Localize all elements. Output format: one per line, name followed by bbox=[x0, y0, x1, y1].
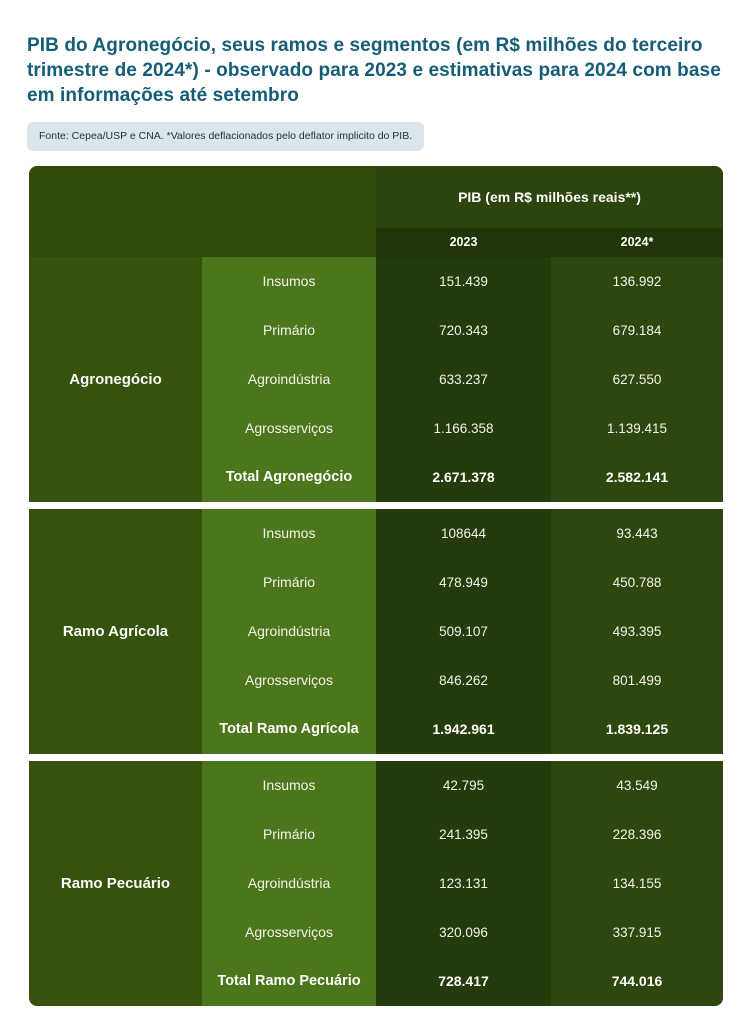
value-2023: 108644 bbox=[376, 508, 551, 558]
value-2023: 846.262 bbox=[376, 655, 551, 705]
header-spacer-cell bbox=[29, 165, 376, 257]
table-section-ramo-pecuario: Ramo Pecuário Insumos 42.795 43.549 Prim… bbox=[29, 760, 723, 1006]
segment-label: Agroindústria bbox=[202, 606, 376, 656]
segment-label: Primário bbox=[202, 305, 376, 355]
value-2024: 627.550 bbox=[551, 354, 723, 404]
total-label: Total Ramo Pecuário bbox=[202, 956, 376, 1006]
value-2024: 134.155 bbox=[551, 858, 723, 908]
total-value-2024: 1.839.125 bbox=[551, 704, 723, 754]
table-section-ramo-agricola: Ramo Agrícola Insumos 108644 93.443 Prim… bbox=[29, 508, 723, 754]
segment-label: Insumos bbox=[202, 508, 376, 558]
value-2023: 720.343 bbox=[376, 305, 551, 355]
total-label: Total Ramo Agrícola bbox=[202, 704, 376, 754]
value-2024: 93.443 bbox=[551, 508, 723, 558]
segment-label: Primário bbox=[202, 557, 376, 607]
total-value-2024: 2.582.141 bbox=[551, 452, 723, 502]
pib-header-label: PIB (em R$ milhões reais**) bbox=[376, 165, 723, 228]
year-2024-header: 2024* bbox=[551, 227, 723, 257]
value-2024: 801.499 bbox=[551, 655, 723, 705]
value-2023: 509.107 bbox=[376, 606, 551, 656]
total-value-2024: 744.016 bbox=[551, 956, 723, 1006]
value-2023: 42.795 bbox=[376, 760, 551, 810]
table-header: PIB (em R$ milhões reais**) 2023 2024* bbox=[29, 165, 723, 257]
total-value-2023: 728.417 bbox=[376, 956, 551, 1006]
value-2023: 241.395 bbox=[376, 809, 551, 859]
value-2023: 478.949 bbox=[376, 557, 551, 607]
segment-label: Insumos bbox=[202, 256, 376, 306]
segment-label: Agroindústria bbox=[202, 858, 376, 908]
value-2024: 228.396 bbox=[551, 809, 723, 859]
value-2024: 493.395 bbox=[551, 606, 723, 656]
segment-label: Agrosserviços bbox=[202, 655, 376, 705]
value-2023: 151.439 bbox=[376, 256, 551, 306]
segment-label: Agrosserviços bbox=[202, 403, 376, 453]
table-section-agronegocio: Agronegócio Insumos 151.439 136.992 Prim… bbox=[29, 256, 723, 502]
value-2023: 320.096 bbox=[376, 907, 551, 957]
value-2024: 136.992 bbox=[551, 256, 723, 306]
segment-label: Agroindústria bbox=[202, 354, 376, 404]
value-2024: 43.549 bbox=[551, 760, 723, 810]
value-2024: 1.139.415 bbox=[551, 403, 723, 453]
value-2023: 123.131 bbox=[376, 858, 551, 908]
value-2024: 679.184 bbox=[551, 305, 723, 355]
total-value-2023: 2.671.378 bbox=[376, 452, 551, 502]
value-2023: 633.237 bbox=[376, 354, 551, 404]
page-title: PIB do Agronegócio, seus ramos e segment… bbox=[27, 35, 721, 107]
value-2024: 450.788 bbox=[551, 557, 723, 607]
segment-label: Insumos bbox=[202, 760, 376, 810]
total-value-2023: 1.942.961 bbox=[376, 704, 551, 754]
value-2023: 1.166.358 bbox=[376, 403, 551, 453]
segment-label: Agrosserviços bbox=[202, 907, 376, 957]
source-note: Fonte: Cepea/USP e CNA. *Valores deflaci… bbox=[27, 122, 425, 151]
value-2024: 337.915 bbox=[551, 907, 723, 957]
total-label: Total Agronegócio bbox=[202, 452, 376, 502]
year-2023-header: 2023 bbox=[376, 227, 551, 257]
pib-table: PIB (em R$ milhões reais**) 2023 2024* A… bbox=[29, 165, 723, 1006]
segment-label: Primário bbox=[202, 809, 376, 859]
category-label: Ramo Pecuário bbox=[29, 760, 202, 1006]
category-label: Agronegócio bbox=[29, 256, 202, 502]
category-label: Ramo Agrícola bbox=[29, 508, 202, 754]
